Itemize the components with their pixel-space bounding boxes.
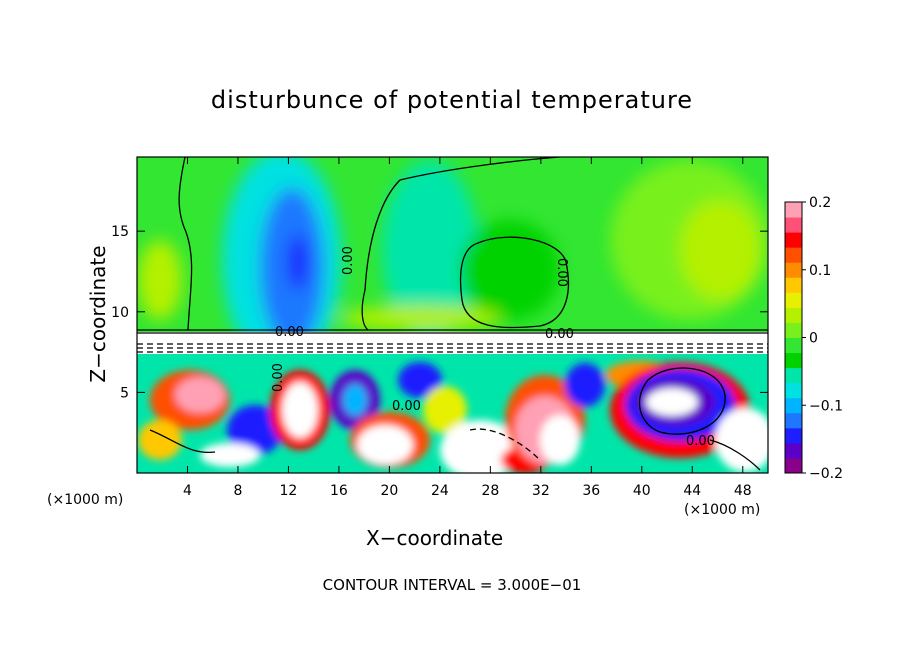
inversion-band (137, 332, 768, 354)
x-unit-label-left: (×1000 m) (47, 492, 124, 508)
colorbar-swatch (785, 367, 802, 384)
contour-label: 0.00 (554, 258, 569, 287)
y-tick-label: 10 (111, 305, 129, 321)
colorbar-swatch (785, 382, 802, 399)
colorbar-swatch (785, 322, 802, 338)
lower-yellow-band (340, 306, 500, 330)
colorbar-tick-label: −0.1 (809, 398, 843, 414)
colorbar-swatch (785, 277, 802, 293)
contour-label: 0.00 (271, 363, 286, 392)
colorbar-swatch (785, 397, 802, 414)
x-unit-label-right: (×1000 m) (684, 502, 761, 518)
mid-green (460, 220, 560, 320)
colorbar-swatch (785, 442, 802, 459)
colorbar-swatch (785, 247, 802, 263)
x-axis-label: X−coordinate (366, 526, 504, 550)
x-tick-label: 40 (633, 483, 651, 499)
colorbar-swatch (785, 232, 802, 248)
plot-frame (136, 156, 769, 474)
colorbar-swatch (785, 457, 802, 474)
x-tick-label: 20 (380, 483, 398, 499)
colorbar-swatch (785, 202, 802, 218)
colorbar-swatch (785, 337, 802, 354)
colorbar-swatch (785, 427, 802, 444)
deep-blue-core (288, 234, 308, 290)
colorbar-tick-label: 0.2 (809, 195, 831, 211)
x-tick-label: 28 (481, 483, 499, 499)
x-tick-label: 48 (734, 483, 752, 499)
colorbar-swatch (785, 217, 802, 233)
colorbar-tick-label: 0.1 (809, 263, 831, 279)
x-tick-label: 44 (683, 483, 701, 499)
x-tick-label: 36 (582, 483, 600, 499)
contour-interval-note: CONTOUR INTERVAL = 3.000E−01 (322, 576, 582, 594)
contour-label: 0.00 (341, 246, 356, 275)
chart-title: disturbunce of potential temperature (210, 86, 694, 114)
x-tick-label: 12 (280, 483, 298, 499)
left-yellow-patch (138, 240, 182, 320)
x-tick-label: 4 (183, 483, 192, 499)
y-tick-label: 15 (111, 224, 129, 240)
colorbar-swatch (785, 292, 802, 308)
colorbar-tick-label: −0.2 (809, 466, 843, 482)
contour-label: 0.00 (392, 399, 421, 414)
x-axis-ticks: 4 8 12 16 20 24 28 32 36 40 44 48 (183, 157, 752, 499)
y-axis-label: Z−coordinate (86, 245, 110, 383)
x-tick-label: 32 (532, 483, 550, 499)
teal-mid (382, 160, 478, 340)
x-tick-label: 16 (330, 483, 348, 499)
x-tick-label: 8 (233, 483, 242, 499)
right-yellow (680, 200, 760, 300)
colorbar-swatch (785, 352, 802, 369)
colorbar-swatch (785, 307, 802, 323)
contour-label: 0.00 (545, 327, 574, 342)
y-axis-ticks: 5 10 15 (111, 224, 768, 401)
contour-label: 0.00 (275, 325, 304, 340)
contour-label: 0.00 (686, 434, 715, 449)
colorbar (785, 202, 802, 474)
contour-lines (137, 157, 768, 471)
colorbar-swatch (785, 262, 802, 278)
plot-area (137, 157, 768, 473)
y-tick-label: 5 (120, 385, 129, 401)
colorbar-tick-label: 0 (809, 331, 818, 347)
colorbar-swatch (785, 412, 802, 429)
colorbar-ticks: 0.2 0.1 0 −0.1 −0.2 (802, 195, 843, 482)
contour-labels: 0.00 0.00 0.00 0.00 0.00 0.00 0.00 (271, 246, 715, 449)
x-tick-label: 24 (431, 483, 449, 499)
